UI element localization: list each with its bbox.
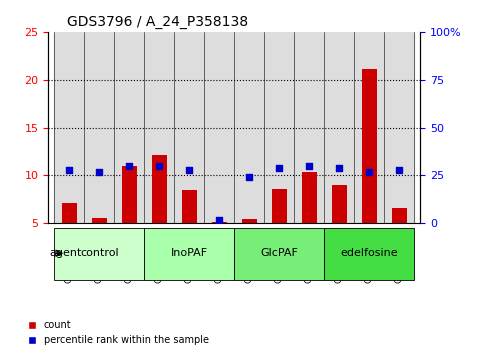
Bar	[54, 32, 85, 223]
Bar	[144, 228, 234, 280]
Bar	[85, 32, 114, 223]
Bar	[54, 228, 144, 280]
Point	[245, 175, 253, 180]
Bar	[272, 189, 287, 271]
Bar	[122, 166, 137, 271]
Bar	[324, 228, 414, 280]
Text: GDS3796 / A_24_P358138: GDS3796 / A_24_P358138	[67, 16, 248, 29]
Bar	[204, 32, 234, 223]
Point	[396, 167, 403, 172]
Text: control: control	[80, 248, 119, 258]
Point	[185, 167, 193, 172]
Text: agent: agent	[49, 248, 81, 258]
Bar	[114, 32, 144, 223]
Point	[365, 169, 373, 175]
Bar	[302, 172, 317, 271]
Text: InoPAF: InoPAF	[170, 248, 208, 258]
Point	[275, 165, 283, 171]
Bar	[242, 218, 257, 271]
Bar	[332, 185, 347, 271]
Point	[96, 169, 103, 175]
Bar	[152, 155, 167, 271]
Bar	[234, 32, 264, 223]
Point	[156, 163, 163, 169]
Bar	[392, 208, 407, 271]
Point	[215, 217, 223, 222]
Text: GlcPAF: GlcPAF	[260, 248, 298, 258]
Bar	[354, 32, 384, 223]
Point	[65, 167, 73, 172]
Point	[305, 163, 313, 169]
Bar	[324, 32, 354, 223]
Bar	[182, 190, 197, 271]
Bar	[234, 228, 324, 280]
Point	[335, 165, 343, 171]
Bar	[362, 69, 377, 271]
Bar	[294, 32, 324, 223]
Point	[126, 163, 133, 169]
Bar	[144, 32, 174, 223]
Legend: count, percentile rank within the sample: count, percentile rank within the sample	[24, 316, 213, 349]
Bar	[264, 32, 294, 223]
Bar	[174, 32, 204, 223]
Bar	[384, 32, 414, 223]
Bar	[212, 222, 227, 271]
Bar	[62, 203, 77, 271]
Bar	[92, 218, 107, 271]
Text: edelfosine: edelfosine	[341, 248, 398, 258]
